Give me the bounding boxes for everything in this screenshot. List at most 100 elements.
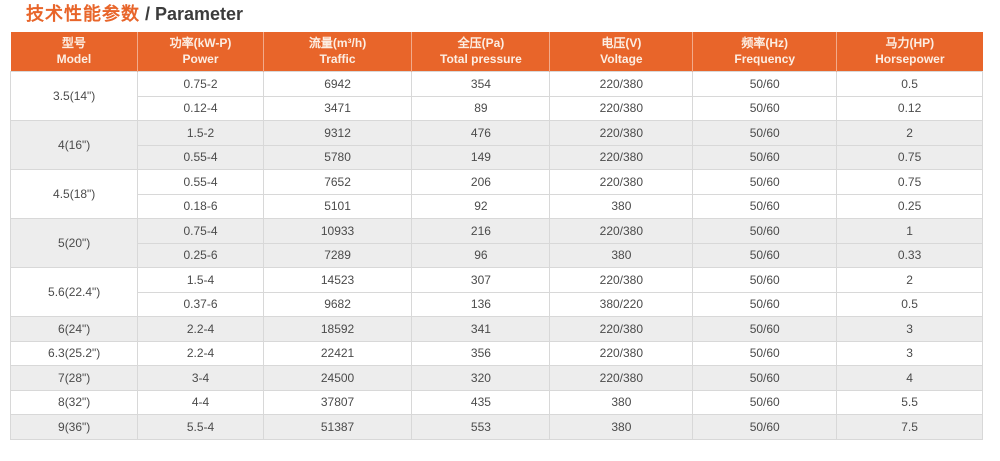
model-cell: 7(28") <box>9 365 139 391</box>
model-cell: 8(32") <box>9 389 139 415</box>
voltage-cell: 220/380 <box>549 267 694 293</box>
horsepower-cell: 2 <box>836 267 983 293</box>
frequency-cell: 50/60 <box>692 389 838 415</box>
header-horsepower-en: Horsepower <box>875 52 945 66</box>
parameter-table: 型号 Model 功率(kW-P) Power 流量(m³/h) Traffic 全压… <box>9 32 983 440</box>
pressure-cell: 356 <box>411 340 551 366</box>
header-power-en: Power <box>182 52 219 66</box>
frequency-cell: 50/60 <box>692 95 838 121</box>
header-frequency-zh: 频率(Hz) <box>741 36 789 50</box>
header-row: 型号 Model 功率(kW-P) Power 流量(m³/h) Traffic 全压… <box>10 32 983 72</box>
frequency-cell: 50/60 <box>692 316 838 342</box>
frequency-cell: 50/60 <box>692 169 838 195</box>
pressure-cell: 307 <box>411 267 551 293</box>
frequency-cell: 50/60 <box>692 193 838 219</box>
horsepower-cell: 0.25 <box>836 193 983 219</box>
table-header: 型号 Model 功率(kW-P) Power 流量(m³/h) Traffic 全压… <box>10 32 983 72</box>
model-cell: 6.3(25.2") <box>9 340 139 366</box>
voltage-cell: 380 <box>549 389 694 415</box>
page: 技术性能参数 / Parameter 型号 Model 功率(kW-P) Power… <box>9 3 990 440</box>
voltage-cell: 220/380 <box>549 120 694 146</box>
header-pressure-en: Total pressure <box>440 52 522 66</box>
model-cell: 5(20") <box>9 218 139 268</box>
horsepower-cell: 7.5 <box>836 414 983 440</box>
model-cell: 6(24") <box>9 316 139 342</box>
pressure-cell: 435 <box>411 389 551 415</box>
header-traffic: 流量(m³/h) Traffic <box>262 32 412 72</box>
header-horsepower: 马力(HP) Horsepower <box>836 32 983 72</box>
pressure-cell: 136 <box>411 291 551 317</box>
pressure-cell: 96 <box>411 242 551 268</box>
voltage-cell: 220/380 <box>549 144 694 170</box>
header-model: 型号 Model <box>10 32 138 72</box>
table-row: 0.25-6 7289 96 380 50/60 0.33 <box>11 242 983 268</box>
voltage-cell: 220/380 <box>549 218 694 244</box>
traffic-cell: 3471 <box>262 95 413 121</box>
table-row: 8(32") 4-4 37807 435 380 50/60 5.5 <box>9 389 983 415</box>
horsepower-cell: 0.75 <box>836 169 983 195</box>
header-voltage-zh: 电压(V) <box>601 36 642 50</box>
pressure-cell: 553 <box>411 414 551 440</box>
traffic-cell: 6942 <box>262 71 413 97</box>
power-cell: 1.5-4 <box>137 267 264 293</box>
voltage-cell: 220/380 <box>549 365 694 391</box>
pressure-cell: 341 <box>411 316 551 342</box>
power-cell: 0.37-6 <box>137 291 264 317</box>
header-frequency: 频率(Hz) Frequency <box>692 32 837 72</box>
traffic-cell: 7289 <box>262 242 413 268</box>
table-body: 3.5(14") 0.75-2 6942 354 220/380 50/60 0… <box>9 71 983 440</box>
voltage-cell: 380 <box>549 193 694 219</box>
frequency-cell: 50/60 <box>692 144 838 170</box>
traffic-cell: 51387 <box>262 414 413 440</box>
header-power-zh: 功率(kW-P) <box>169 36 232 50</box>
horsepower-cell: 3 <box>836 316 983 342</box>
pressure-cell: 149 <box>411 144 551 170</box>
pressure-cell: 320 <box>411 365 551 391</box>
power-cell: 5.5-4 <box>137 414 264 440</box>
power-cell: 4-4 <box>137 389 264 415</box>
power-cell: 2.2-4 <box>137 316 264 342</box>
traffic-cell: 18592 <box>262 316 413 342</box>
power-cell: 0.12-4 <box>137 95 264 121</box>
voltage-cell: 220/380 <box>549 169 694 195</box>
power-cell: 0.75-2 <box>137 71 264 97</box>
traffic-cell: 22421 <box>262 340 413 366</box>
model-cell: 9(36") <box>9 414 139 440</box>
traffic-cell: 10933 <box>262 218 413 244</box>
page-title-zh: 技术性能参数 <box>26 4 140 24</box>
table-row: 4(16") 1.5-2 9312 476 220/380 50/60 2 <box>9 120 983 170</box>
header-power: 功率(kW-P) Power <box>137 32 264 72</box>
horsepower-cell: 0.75 <box>836 144 983 170</box>
horsepower-cell: 0.5 <box>836 71 983 97</box>
traffic-cell: 9312 <box>262 120 413 146</box>
traffic-cell: 7652 <box>262 169 413 195</box>
header-pressure-zh: 全压(Pa) <box>457 36 505 50</box>
power-cell: 2.2-4 <box>137 340 264 366</box>
frequency-cell: 50/60 <box>692 120 838 146</box>
table-row: 5(20") 0.75-4 10933 216 220/380 50/60 1 <box>9 218 983 268</box>
power-cell: 0.18-6 <box>137 193 264 219</box>
voltage-cell: 220/380 <box>549 316 694 342</box>
horsepower-cell: 1 <box>836 218 983 244</box>
voltage-cell: 380 <box>549 242 694 268</box>
traffic-cell: 24500 <box>262 365 413 391</box>
frequency-cell: 50/60 <box>692 414 838 440</box>
table-row: 6(24") 2.2-4 18592 341 220/380 50/60 3 <box>9 316 983 342</box>
traffic-cell: 5101 <box>262 193 413 219</box>
power-cell: 3-4 <box>137 365 264 391</box>
voltage-cell: 220/380 <box>549 340 694 366</box>
page-title: 技术性能参数 / Parameter <box>10 3 990 25</box>
frequency-cell: 50/60 <box>692 71 838 97</box>
traffic-cell: 5780 <box>262 144 413 170</box>
voltage-cell: 220/380 <box>549 95 694 121</box>
header-traffic-en: Traffic <box>319 52 356 66</box>
header-frequency-en: Frequency <box>734 52 796 66</box>
horsepower-cell: 2 <box>836 120 983 146</box>
model-cell: 3.5(14") <box>9 71 139 121</box>
power-cell: 1.5-2 <box>137 120 264 146</box>
horsepower-cell: 0.33 <box>836 242 983 268</box>
table-row: 7(28") 3-4 24500 320 220/380 50/60 4 <box>9 365 983 391</box>
frequency-cell: 50/60 <box>692 242 838 268</box>
horsepower-cell: 3 <box>836 340 983 366</box>
voltage-cell: 220/380 <box>549 71 694 97</box>
